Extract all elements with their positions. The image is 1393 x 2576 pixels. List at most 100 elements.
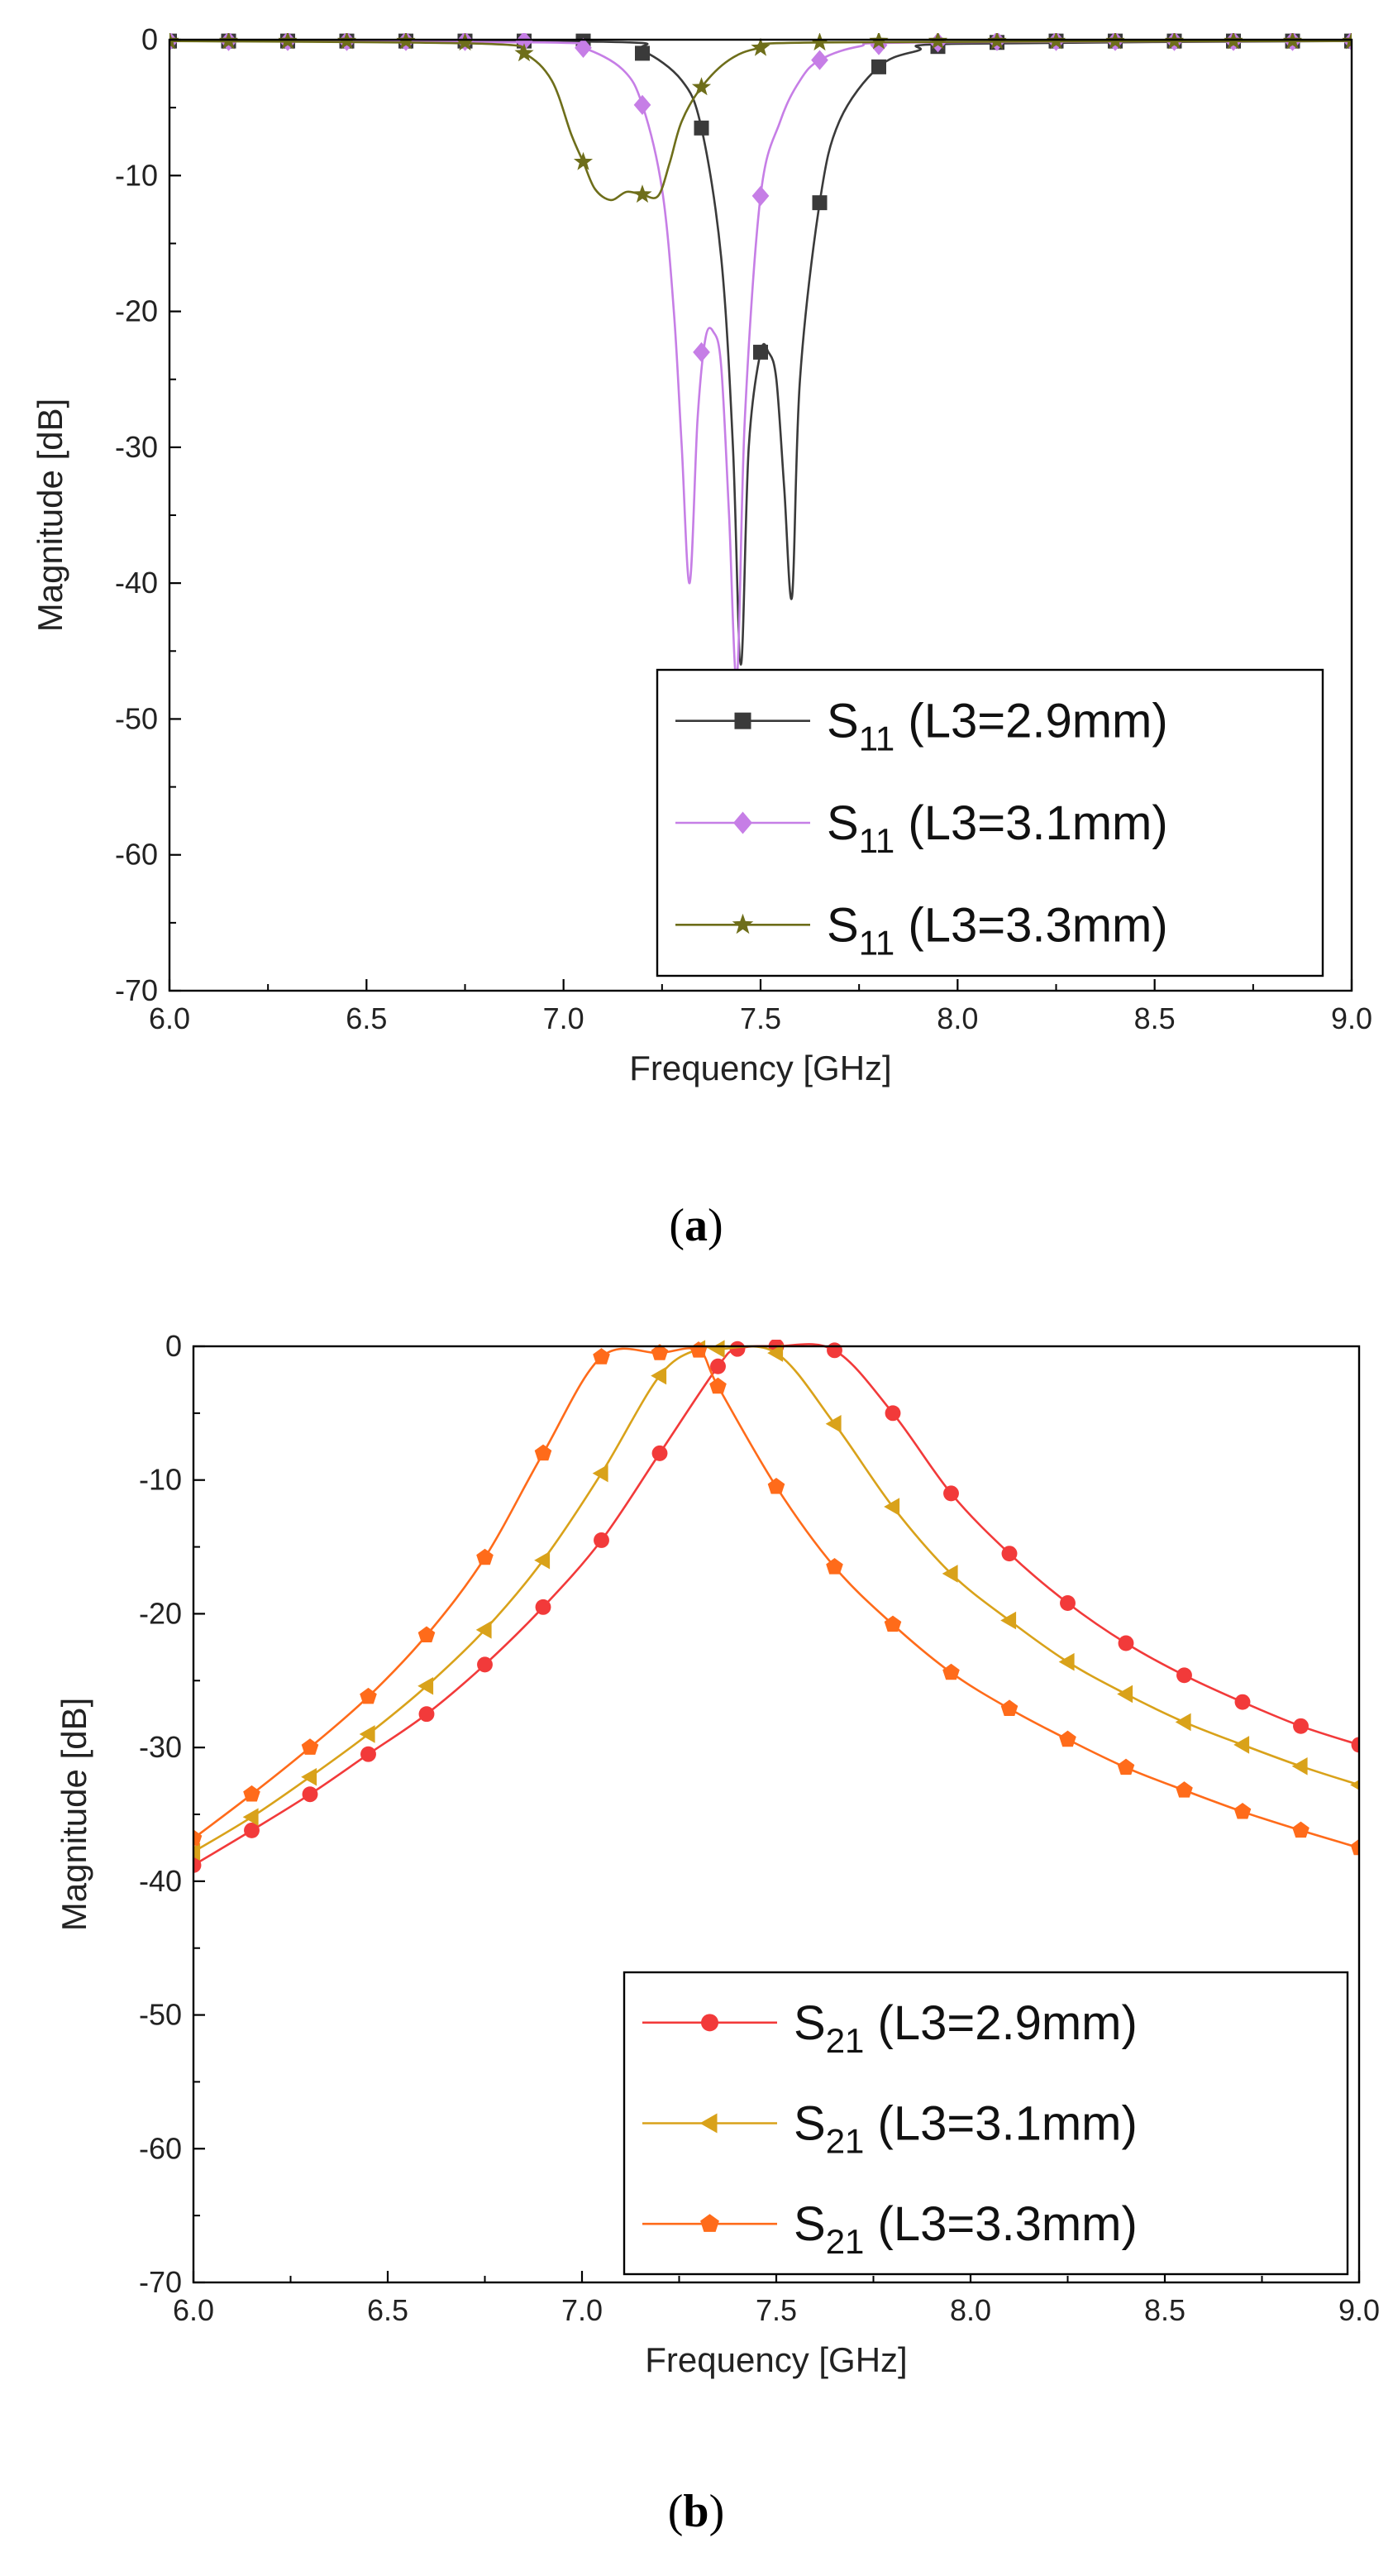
legend-label-main: S bbox=[794, 2097, 826, 2151]
data-point bbox=[218, 33, 239, 50]
data-point bbox=[475, 1621, 492, 1639]
data-point bbox=[1000, 1699, 1019, 1716]
series-2 bbox=[193, 1340, 1359, 1862]
legend-label-rest: (L3=2.9mm) bbox=[894, 695, 1167, 748]
data-point bbox=[396, 33, 416, 50]
legend-label-sub: 21 bbox=[826, 2021, 865, 2060]
legend-label: S11 (L3=3.3mm) bbox=[827, 898, 1168, 962]
data-point bbox=[710, 1358, 726, 1374]
data-point bbox=[594, 1532, 609, 1548]
data-point bbox=[751, 185, 770, 207]
legend-label-main: S bbox=[827, 898, 859, 952]
series-line bbox=[169, 40, 1352, 681]
data-point bbox=[301, 1738, 319, 1755]
data-point bbox=[1105, 33, 1125, 50]
legend-label-rest: (L3=3.3mm) bbox=[894, 898, 1167, 952]
data-point bbox=[928, 33, 948, 50]
y-tick-label: 0 bbox=[165, 1329, 182, 1363]
legend-marker bbox=[733, 811, 752, 834]
x-tick-label: 8.5 bbox=[1134, 1001, 1176, 1035]
data-point bbox=[242, 1808, 259, 1827]
data-point bbox=[573, 151, 594, 170]
data-point bbox=[417, 1676, 434, 1695]
legend-label: S21 (L3=3.3mm) bbox=[794, 2197, 1138, 2261]
data-point bbox=[534, 1444, 552, 1461]
data-point bbox=[477, 1656, 493, 1673]
x-tick-label: 8.0 bbox=[937, 1001, 978, 1035]
data-point bbox=[1117, 1685, 1133, 1704]
data-point bbox=[1118, 1635, 1134, 1651]
x-tick-label: 9.0 bbox=[1338, 2293, 1380, 2327]
data-point bbox=[1351, 1737, 1359, 1753]
data-point bbox=[884, 1498, 900, 1516]
data-point bbox=[1175, 1713, 1191, 1732]
series-line bbox=[169, 40, 1352, 202]
data-point bbox=[1350, 1780, 1359, 1790]
legend-label: S11 (L3=3.1mm) bbox=[827, 796, 1168, 860]
data-point bbox=[1293, 1718, 1309, 1734]
chart-a: 6.0 6.5 7.0 7.5 8.0 8.5 9.0 0 -10 -20 -30 -40 -50 -60… bbox=[31, 22, 1372, 1251]
x-tick-label: 7.5 bbox=[740, 1001, 781, 1035]
x-tick-label: 7.0 bbox=[561, 2293, 603, 2327]
data-point bbox=[751, 37, 770, 56]
data-point bbox=[871, 59, 886, 74]
legend-label-rest: (L3=2.9mm) bbox=[864, 1996, 1137, 2050]
x-tick-label: 6.0 bbox=[173, 2293, 214, 2327]
data-point bbox=[869, 33, 889, 50]
data-point bbox=[515, 33, 533, 51]
data-point bbox=[942, 1663, 960, 1680]
y-tick-label: -70 bbox=[115, 973, 158, 1007]
data-point bbox=[693, 342, 710, 363]
legend-label: S21 (L3=2.9mm) bbox=[794, 1996, 1138, 2060]
data-point bbox=[535, 1599, 551, 1615]
legend-label-sub: 11 bbox=[859, 821, 895, 860]
data-point bbox=[360, 1746, 376, 1762]
data-point bbox=[193, 1829, 203, 1846]
legend-marker bbox=[701, 2014, 718, 2032]
x-tick-label: 6.0 bbox=[149, 1001, 190, 1035]
data-point bbox=[767, 1344, 784, 1362]
data-point bbox=[336, 33, 357, 50]
data-point bbox=[809, 33, 830, 51]
x-tick-label: 6.5 bbox=[367, 2293, 408, 2327]
legend-marker bbox=[732, 913, 754, 934]
data-point bbox=[1117, 1758, 1135, 1775]
data-point bbox=[812, 195, 828, 211]
data-point bbox=[1000, 1611, 1017, 1630]
data-point bbox=[694, 120, 709, 136]
legend-label-rest: (L3=3.1mm) bbox=[864, 2097, 1137, 2151]
data-point bbox=[1233, 1803, 1252, 1819]
data-point bbox=[301, 1767, 317, 1786]
legend-label-main: S bbox=[827, 796, 859, 850]
legend-label-sub: 21 bbox=[826, 2222, 865, 2261]
data-point bbox=[1046, 33, 1066, 50]
data-point bbox=[1350, 1838, 1359, 1856]
data-point bbox=[1060, 1595, 1076, 1611]
x-tick-label: 8.5 bbox=[1144, 2293, 1185, 2327]
y-tick-label: -40 bbox=[139, 1864, 182, 1898]
data-point bbox=[1292, 1821, 1310, 1838]
y-tick-label: 0 bbox=[141, 22, 158, 56]
data-point bbox=[1234, 1694, 1251, 1710]
data-point bbox=[302, 1786, 318, 1803]
legend-marker bbox=[700, 2214, 719, 2232]
data-point bbox=[885, 1405, 901, 1422]
legend-label-rest: (L3=3.1mm) bbox=[894, 796, 1167, 850]
legend-label-rest: (L3=3.3mm) bbox=[864, 2197, 1137, 2251]
caption-paren-open: ( bbox=[668, 2486, 684, 2537]
data-point bbox=[534, 1551, 551, 1570]
legend-label-sub: 11 bbox=[859, 719, 895, 758]
legend-label: S11 (L3=2.9mm) bbox=[827, 695, 1168, 758]
data-point bbox=[1001, 1546, 1018, 1562]
caption-paren-open: ( bbox=[669, 1200, 685, 1251]
data-point bbox=[708, 1340, 725, 1359]
data-point bbox=[651, 1344, 669, 1360]
data-point bbox=[1059, 1730, 1076, 1747]
legend-marker bbox=[734, 712, 751, 729]
y-tick-label: -20 bbox=[139, 1596, 182, 1630]
caption-letter: b bbox=[683, 2486, 708, 2537]
x-tick-label: 7.0 bbox=[543, 1001, 584, 1035]
y-tick-label: -30 bbox=[139, 1730, 182, 1764]
data-point bbox=[1282, 33, 1303, 50]
data-point bbox=[244, 1822, 260, 1838]
